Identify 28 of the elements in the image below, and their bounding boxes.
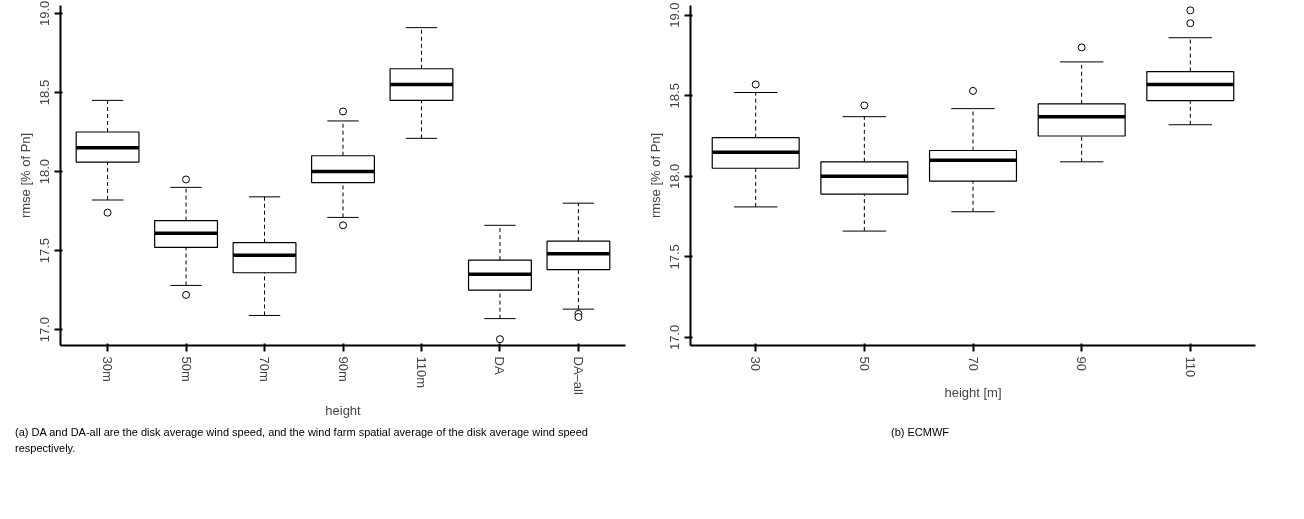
- x-tick-label: 50: [856, 356, 872, 371]
- x-tick-label: 70: [965, 356, 981, 371]
- y-tick-label: 17.0: [37, 317, 53, 343]
- x-axis-title: height: [325, 402, 362, 418]
- x-tick-label: DA–all: [570, 356, 586, 395]
- y-tick-label: 19.0: [667, 2, 683, 28]
- x-tick-label: 30: [748, 356, 764, 371]
- y-tick-label: 19.0: [37, 0, 53, 27]
- y-tick-label: 17.5: [667, 244, 683, 270]
- x-axis-title: height [m]: [944, 385, 1002, 401]
- x-tick-label: 50m: [178, 356, 194, 382]
- x-tick-label: 70m: [257, 356, 273, 382]
- text: (b) ECMWF: [890, 425, 950, 440]
- y-axis-title: rmse [% of Pn]: [647, 132, 663, 219]
- y-tick-label: 18.5: [667, 83, 683, 109]
- x-tick-label: 90: [1074, 356, 1090, 371]
- x-tick-label: 110: [1182, 356, 1198, 378]
- x-tick-label: 90m: [335, 356, 351, 382]
- x-tick-label: 110m: [413, 356, 429, 389]
- y-tick-label: 18.0: [37, 158, 53, 185]
- y-tick-label: 17.5: [37, 237, 53, 264]
- y-tick-label: 17.0: [667, 324, 683, 351]
- y-tick-label: 18.0: [667, 163, 683, 189]
- x-tick-label: 30m: [100, 356, 116, 382]
- x-tick-label: DA: [492, 356, 508, 375]
- y-axis-title: rmse [% of Pn]: [17, 132, 33, 219]
- y-tick-label: 18.5: [37, 79, 53, 106]
- text: (a) DA and DA-all are the disk average wind speed, and the wind farm spatial average of the disk average wind speed respectively.: [15, 425, 589, 456]
